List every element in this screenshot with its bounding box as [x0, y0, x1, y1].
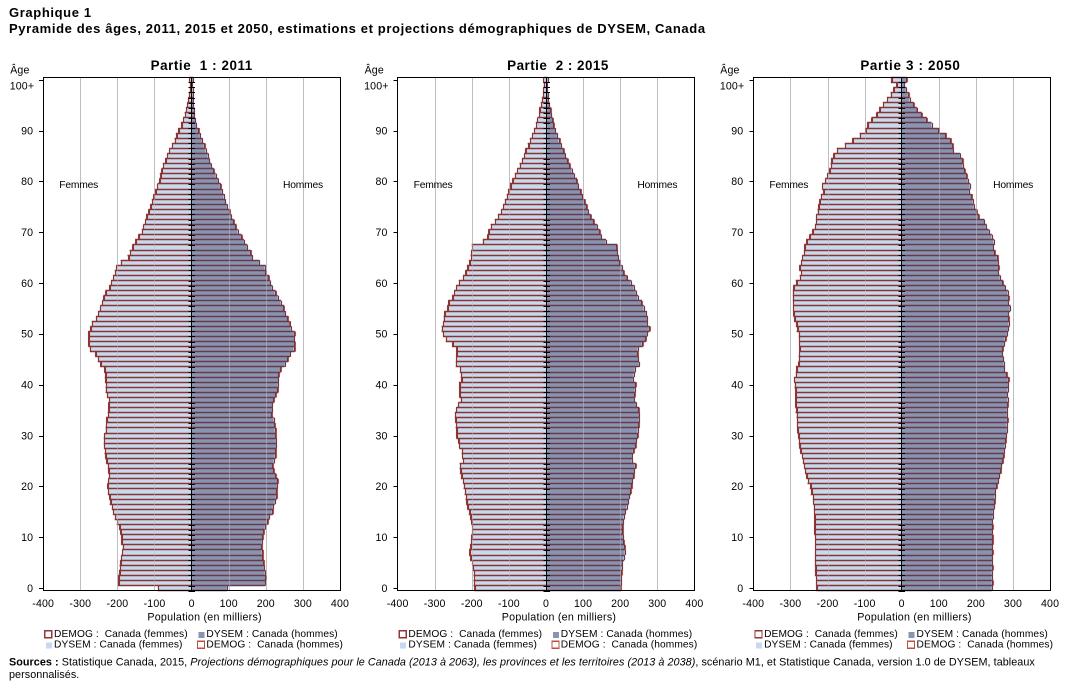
svg-text:DYSEM : Canada (hommes): DYSEM : Canada (hommes)	[206, 629, 337, 640]
svg-text:Hommes: Hommes	[637, 180, 677, 191]
svg-text:Sources : Statistique Canada,: Sources : Statistique Canada, 2015, Proj…	[9, 656, 1035, 668]
svg-text:0: 0	[543, 598, 549, 610]
svg-text:0: 0	[382, 583, 388, 595]
svg-text:90: 90	[21, 125, 33, 137]
svg-text:100+: 100+	[720, 80, 744, 92]
svg-text:Femmes: Femmes	[59, 180, 98, 191]
svg-text:-400: -400	[32, 598, 54, 610]
svg-text:400: 400	[685, 598, 703, 610]
svg-text:300: 300	[1004, 598, 1022, 610]
svg-text:-200: -200	[817, 598, 839, 610]
svg-text:Population (en milliers): Population (en milliers)	[147, 611, 261, 623]
svg-text:-400: -400	[742, 598, 764, 610]
svg-text:DEMOG : Canada (hommes): DEMOG : Canada (hommes)	[206, 640, 343, 651]
svg-text:Femmes: Femmes	[414, 180, 453, 191]
svg-text:40: 40	[376, 379, 388, 391]
svg-text:Partie 3 : 2050: Partie 3 : 2050	[860, 58, 960, 73]
svg-text:0: 0	[189, 598, 195, 610]
svg-text:300: 300	[294, 598, 312, 610]
svg-text:100+: 100+	[364, 80, 388, 92]
svg-text:10: 10	[376, 532, 388, 544]
svg-text:300: 300	[648, 598, 666, 610]
svg-text:400: 400	[331, 598, 349, 610]
svg-text:Femmes: Femmes	[769, 180, 808, 191]
svg-text:-200: -200	[461, 598, 483, 610]
svg-text:30: 30	[731, 430, 743, 442]
svg-text:80: 80	[731, 176, 743, 188]
svg-text:20: 20	[376, 481, 388, 493]
svg-text:90: 90	[731, 125, 743, 137]
svg-text:DYSEM : Canada (hommes): DYSEM : Canada (hommes)	[917, 629, 1048, 640]
svg-text:60: 60	[731, 278, 743, 290]
svg-text:10: 10	[731, 532, 743, 544]
svg-text:Population (en milliers): Population (en milliers)	[502, 611, 616, 623]
svg-text:50: 50	[731, 329, 743, 341]
svg-text:20: 20	[21, 481, 33, 493]
svg-text:70: 70	[376, 227, 388, 239]
svg-text:DYSEM : Canada (femmes): DYSEM : Canada (femmes)	[54, 640, 183, 651]
svg-text:Partie 2 : 2015: Partie 2 : 2015	[507, 58, 609, 73]
svg-text:personnalisés.: personnalisés.	[9, 669, 79, 681]
svg-text:DEMOG : Canada (femmes): DEMOG : Canada (femmes)	[764, 629, 898, 640]
svg-text:Âge: Âge	[365, 63, 384, 76]
svg-text:40: 40	[731, 379, 743, 391]
svg-text:80: 80	[21, 176, 33, 188]
svg-text:DEMOG : Canada (femmes): DEMOG : Canada (femmes)	[408, 629, 542, 640]
svg-text:50: 50	[21, 329, 33, 341]
svg-text:Âge: Âge	[720, 63, 739, 76]
svg-text:90: 90	[376, 125, 388, 137]
svg-text:30: 30	[21, 430, 33, 442]
svg-text:-100: -100	[854, 598, 876, 610]
svg-text:Pyramide des âges, 2011, 2015: Pyramide des âges, 2011, 2015 et 2050, e…	[9, 21, 706, 36]
svg-text:100: 100	[930, 598, 948, 610]
svg-text:50: 50	[376, 329, 388, 341]
svg-text:200: 200	[257, 598, 275, 610]
svg-text:60: 60	[376, 278, 388, 290]
svg-text:Hommes: Hommes	[283, 180, 323, 191]
svg-text:20: 20	[731, 481, 743, 493]
svg-text:400: 400	[1041, 598, 1059, 610]
svg-text:-200: -200	[106, 598, 128, 610]
svg-text:-300: -300	[779, 598, 801, 610]
svg-text:DYSEM : Canada (femmes): DYSEM : Canada (femmes)	[408, 640, 537, 651]
svg-text:0: 0	[899, 598, 905, 610]
svg-text:0: 0	[737, 583, 743, 595]
svg-text:100: 100	[220, 598, 238, 610]
svg-text:80: 80	[376, 176, 388, 188]
svg-text:200: 200	[611, 598, 629, 610]
svg-text:Graphique 1: Graphique 1	[9, 5, 92, 20]
svg-text:-400: -400	[387, 598, 409, 610]
svg-text:DEMOG : Canada (hommes): DEMOG : Canada (hommes)	[561, 640, 698, 651]
svg-text:100+: 100+	[10, 80, 34, 92]
svg-text:60: 60	[21, 278, 33, 290]
svg-text:DYSEM : Canada (femmes): DYSEM : Canada (femmes)	[764, 640, 893, 651]
svg-text:Hommes: Hommes	[993, 180, 1033, 191]
svg-text:0: 0	[27, 583, 33, 595]
svg-text:DEMOG : Canada (hommes): DEMOG : Canada (hommes)	[917, 640, 1054, 651]
svg-text:DYSEM : Canada (hommes): DYSEM : Canada (hommes)	[561, 629, 692, 640]
svg-text:70: 70	[21, 227, 33, 239]
svg-text:-300: -300	[424, 598, 446, 610]
svg-text:Population (en milliers): Population (en milliers)	[857, 611, 971, 623]
svg-text:Âge: Âge	[10, 63, 29, 76]
svg-text:DEMOG : Canada (femmes): DEMOG : Canada (femmes)	[54, 629, 188, 640]
svg-text:-100: -100	[498, 598, 520, 610]
svg-text:70: 70	[731, 227, 743, 239]
svg-text:40: 40	[21, 379, 33, 391]
svg-text:-100: -100	[144, 598, 166, 610]
svg-text:30: 30	[376, 430, 388, 442]
svg-text:10: 10	[21, 532, 33, 544]
svg-text:100: 100	[574, 598, 592, 610]
svg-text:200: 200	[967, 598, 985, 610]
svg-text:-300: -300	[69, 598, 91, 610]
svg-text:Partie 1 : 2011: Partie 1 : 2011	[151, 58, 253, 73]
